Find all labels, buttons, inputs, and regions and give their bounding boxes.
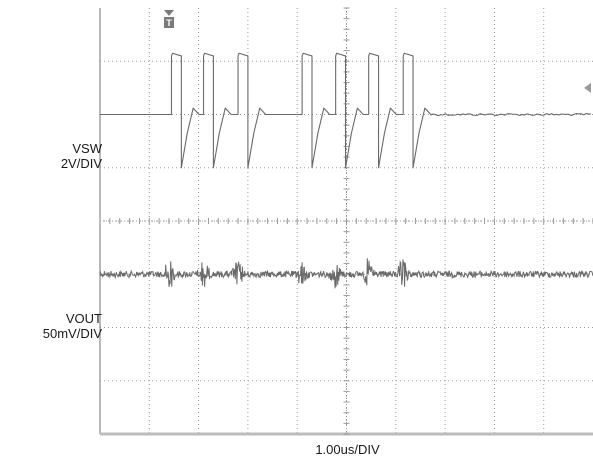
vsw-channel-label: VSW [72,141,102,156]
channel-level-arrow-icon [584,82,591,93]
traces [99,52,593,289]
vout-scale-label: 50mV/DIV [42,326,102,341]
trigger-arrow-icon [164,10,175,28]
time-scale-label: 1.00us/DIV [315,442,380,457]
graticule [99,7,593,436]
vsw-trace [100,52,592,169]
vsw-scale-label: 2V/DIV [60,156,102,171]
vout-channel-label: VOUT [65,311,102,326]
vout-trace [99,258,593,289]
trigger-marker: T [164,10,175,28]
trigger-label: T [166,18,172,28]
